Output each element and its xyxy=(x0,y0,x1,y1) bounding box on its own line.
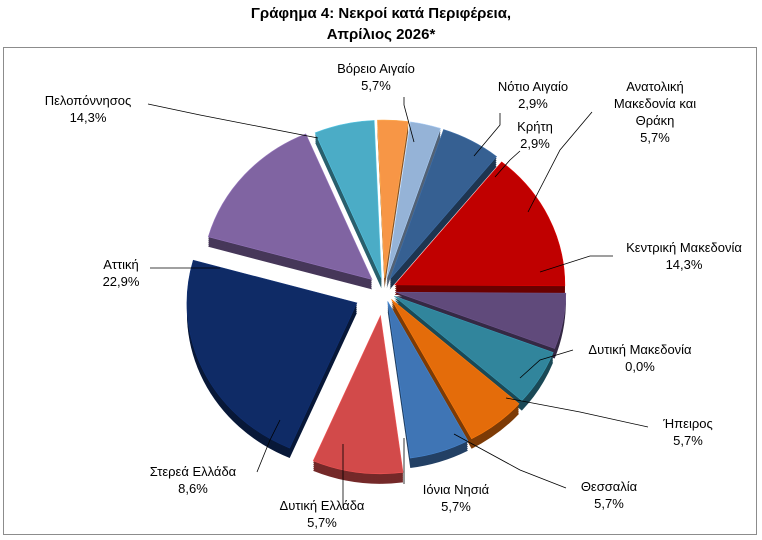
label-value: 0,0% xyxy=(565,358,715,375)
label-name: Πελοπόννησος xyxy=(28,92,148,109)
label-value: 5,7% xyxy=(648,432,728,449)
label-value: 5,7% xyxy=(316,77,436,94)
label-value: 22,9% xyxy=(95,273,147,290)
label-name: Κρήτη xyxy=(505,118,565,135)
label-peloponnisos: Πελοπόννησος 14,3% xyxy=(28,92,148,126)
label-notio-aigaio: Νότιο Αιγαίο 2,9% xyxy=(470,78,596,112)
label-name: Βόρειο Αιγαίο xyxy=(316,60,436,77)
label-kriti: Κρήτη 2,9% xyxy=(505,118,565,152)
label-dytiki-ellada: Δυτική Ελλάδα 5,7% xyxy=(262,497,382,531)
label-name: Δυτική Μακεδονία xyxy=(565,341,715,358)
label-value: 5,7% xyxy=(596,129,714,146)
label-name: Κεντρική Μακεδονία xyxy=(606,239,762,256)
label-value: 14,3% xyxy=(28,109,148,126)
label-voreio-aigaio: Βόρειο Αιγαίο 5,7% xyxy=(316,60,436,94)
label-ipeiros: Ήπειρος 5,7% xyxy=(648,415,728,449)
leader-line xyxy=(506,398,648,427)
label-name: Ήπειρος xyxy=(648,415,728,432)
label-name: Ανατολική Μακεδονία και Θράκη xyxy=(596,78,714,129)
label-value: 2,9% xyxy=(505,135,565,152)
label-name: Αττική xyxy=(95,256,147,273)
label-kentriki-makedonia: Κεντρική Μακεδονία 14,3% xyxy=(606,239,762,273)
label-name: Στερεά Ελλάδα xyxy=(130,463,256,480)
label-dytiki-makedonia: Δυτική Μακεδονία 0,0% xyxy=(565,341,715,375)
label-name: Ιόνια Νησιά xyxy=(404,481,508,498)
label-sterea-ellada: Στερεά Ελλάδα 8,6% xyxy=(130,463,256,497)
label-name: Νότιο Αιγαίο xyxy=(470,78,596,95)
label-anatoliki-makedonia-thraki: Ανατολική Μακεδονία και Θράκη 5,7% xyxy=(596,78,714,146)
label-value: 5,7% xyxy=(404,498,508,515)
pie-slice xyxy=(187,260,357,448)
label-value: 2,9% xyxy=(470,95,596,112)
label-value: 5,7% xyxy=(566,495,652,512)
label-attiki: Αττική 22,9% xyxy=(95,256,147,290)
label-value: 14,3% xyxy=(606,256,762,273)
label-name: Δυτική Ελλάδα xyxy=(262,497,382,514)
label-ionia-nisia: Ιόνια Νησιά 5,7% xyxy=(404,481,508,515)
label-value: 5,7% xyxy=(262,514,382,531)
label-value: 8,6% xyxy=(130,480,256,497)
label-name: Θεσσαλία xyxy=(566,478,652,495)
leader-line xyxy=(148,104,318,138)
label-thessalia: Θεσσαλία 5,7% xyxy=(566,478,652,512)
